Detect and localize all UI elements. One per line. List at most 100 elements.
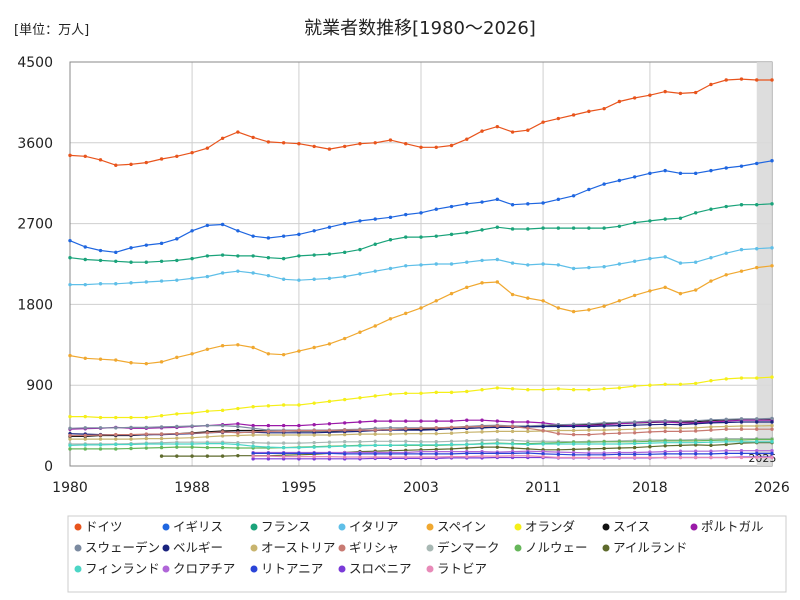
data-point — [663, 452, 667, 456]
data-point — [663, 418, 667, 423]
data-point — [465, 425, 469, 429]
data-point — [632, 293, 637, 298]
data-point — [587, 187, 591, 192]
data-point — [327, 454, 332, 459]
legend-label: ギリシャ — [349, 540, 399, 555]
data-point — [465, 260, 469, 264]
x-tick-label: 2011 — [525, 480, 561, 496]
data-point — [648, 93, 652, 97]
data-point — [281, 403, 286, 407]
data-point — [281, 445, 286, 450]
data-point — [739, 417, 744, 421]
data-point — [175, 445, 179, 449]
data-point — [404, 419, 408, 423]
data-point — [98, 248, 103, 253]
data-point — [617, 386, 622, 390]
data-point — [68, 256, 72, 260]
data-point — [632, 441, 637, 446]
data-point — [83, 282, 87, 287]
data-point — [510, 429, 515, 434]
data-point — [617, 452, 622, 457]
series-0 — [68, 77, 774, 167]
legend-swatch — [338, 565, 346, 573]
data-point — [175, 154, 179, 158]
data-point — [434, 452, 438, 456]
data-point — [236, 433, 240, 438]
legend-swatch — [426, 565, 434, 573]
data-point — [678, 429, 683, 434]
data-point — [144, 280, 149, 284]
legend-swatch — [74, 565, 82, 573]
data-point — [663, 217, 667, 221]
legend-swatch — [690, 523, 698, 531]
data-point — [755, 427, 759, 431]
legend-label: ベルギー — [173, 540, 223, 555]
data-point — [114, 415, 118, 420]
legend-item: スウェーデン — [74, 540, 160, 555]
data-point — [434, 431, 438, 436]
data-point — [739, 449, 744, 453]
data-point — [465, 454, 469, 459]
legend-swatch — [426, 544, 434, 552]
data-point — [556, 197, 561, 202]
data-point — [755, 161, 759, 166]
legend-item: フランス — [250, 519, 311, 534]
data-point — [98, 437, 103, 441]
data-point — [434, 299, 438, 303]
data-point — [724, 442, 728, 447]
data-point — [755, 455, 759, 460]
data-point — [236, 422, 240, 426]
data-point — [648, 423, 652, 427]
data-point — [571, 387, 576, 392]
data-point — [175, 258, 179, 263]
data-point — [266, 429, 271, 434]
data-point — [449, 262, 454, 266]
data-point — [602, 304, 606, 308]
data-point — [159, 425, 164, 429]
data-point — [83, 414, 87, 419]
data-point — [571, 226, 576, 230]
data-point — [327, 428, 332, 433]
data-point — [648, 452, 652, 457]
data-point — [709, 418, 713, 422]
data-point — [632, 384, 637, 388]
data-point — [587, 432, 591, 437]
data-point — [388, 138, 393, 142]
legend-label: スロベニア — [349, 561, 412, 576]
data-point — [114, 426, 118, 430]
data-point — [190, 256, 194, 261]
data-point — [495, 225, 500, 229]
data-point — [449, 204, 454, 209]
legend-item: イタリア — [338, 519, 399, 534]
data-point — [510, 130, 515, 134]
data-point — [510, 420, 515, 424]
data-point — [68, 414, 72, 419]
data-point — [205, 445, 210, 450]
data-point — [404, 452, 408, 456]
legend-label: フランス — [261, 519, 311, 534]
legend-swatch — [74, 544, 82, 552]
data-point — [144, 160, 149, 165]
data-point — [770, 375, 774, 379]
data-point — [358, 428, 362, 432]
data-point — [587, 109, 591, 114]
legend-swatch — [426, 523, 434, 531]
data-point — [68, 153, 72, 158]
data-point — [495, 386, 500, 390]
data-point — [434, 234, 438, 238]
data-point — [175, 454, 179, 458]
data-point — [587, 447, 591, 451]
data-point — [755, 424, 759, 428]
series-10 — [68, 423, 774, 441]
data-point — [266, 256, 271, 260]
data-point — [419, 263, 423, 267]
data-point — [663, 285, 667, 290]
data-point — [312, 277, 316, 281]
data-point — [68, 426, 72, 430]
data-point — [648, 444, 652, 449]
data-point — [434, 419, 438, 423]
data-point — [220, 222, 225, 227]
data-point — [556, 455, 561, 460]
data-point — [236, 406, 240, 411]
data-point — [114, 259, 118, 264]
